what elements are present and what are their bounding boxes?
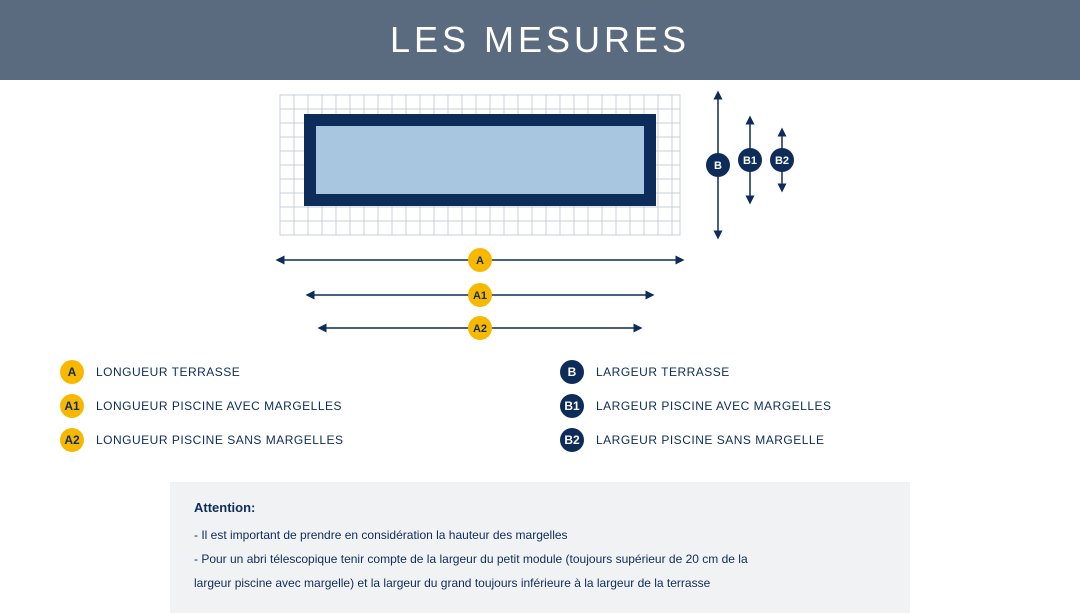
diagram-svg: A A1 A2 B B1 B2 xyxy=(0,80,1080,360)
attention-line: - Pour un abri télescopique tenir compte… xyxy=(194,547,886,571)
attention-box: Attention: - Il est important de prendre… xyxy=(170,482,910,613)
svg-text:B2: B2 xyxy=(775,155,789,167)
svg-text:A2: A2 xyxy=(473,323,487,335)
page-title: LES MESURES xyxy=(390,19,690,61)
legend-row: B1 LARGEUR PISCINE AVEC MARGELLES xyxy=(560,394,1020,418)
legend-left: A LONGUEUR TERRASSE A1 LONGUEUR PISCINE AVE… xyxy=(60,360,520,462)
legend-row: A1 LONGUEUR PISCINE AVEC MARGELLES xyxy=(60,394,520,418)
attention-title: Attention: xyxy=(194,500,886,515)
legend-label: LONGUEUR TERRASSE xyxy=(96,365,240,379)
legend-label: LARGEUR TERRASSE xyxy=(596,365,730,379)
legend-row: B LARGEUR TERRASSE xyxy=(560,360,1020,384)
svg-text:A: A xyxy=(476,255,484,267)
legend-label: LARGEUR PISCINE SANS MARGELLE xyxy=(596,433,825,447)
legend-label: LONGUEUR PISCINE SANS MARGELLES xyxy=(96,433,344,447)
legend-badge: A2 xyxy=(60,428,84,452)
header-banner: LES MESURES xyxy=(0,0,1080,80)
diagram: A A1 A2 B B1 B2 xyxy=(0,80,1080,360)
svg-text:B: B xyxy=(714,160,722,172)
legend-badge: A xyxy=(60,360,84,384)
attention-line: - Il est important de prendre en considé… xyxy=(194,523,886,547)
legend-row: B2 LARGEUR PISCINE SANS MARGELLE xyxy=(560,428,1020,452)
legend-row: A LONGUEUR TERRASSE xyxy=(60,360,520,384)
legend-label: LONGUEUR PISCINE AVEC MARGELLES xyxy=(96,399,342,413)
legend-right: B LARGEUR TERRASSE B1 LARGEUR PISCINE AVEC … xyxy=(560,360,1020,462)
legend-badge: B1 xyxy=(560,394,584,418)
legend-badge: B2 xyxy=(560,428,584,452)
legend-badge: B xyxy=(560,360,584,384)
attention-line: largeur piscine avec margelle) et la lar… xyxy=(194,571,886,595)
svg-text:A1: A1 xyxy=(473,290,487,302)
legend-badge: A1 xyxy=(60,394,84,418)
legend: A LONGUEUR TERRASSE A1 LONGUEUR PISCINE AVE… xyxy=(0,360,1080,482)
legend-label: LARGEUR PISCINE AVEC MARGELLES xyxy=(596,399,832,413)
svg-text:B1: B1 xyxy=(743,155,757,167)
legend-row: A2 LONGUEUR PISCINE SANS MARGELLES xyxy=(60,428,520,452)
